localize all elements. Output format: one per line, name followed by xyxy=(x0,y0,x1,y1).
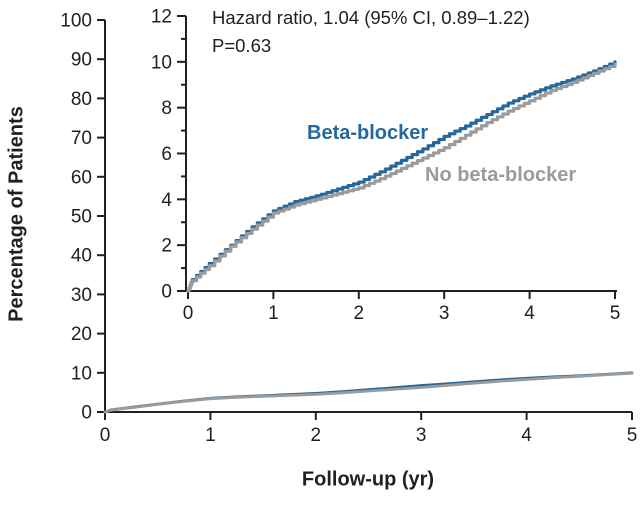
svg-text:0: 0 xyxy=(183,303,194,324)
svg-text:0: 0 xyxy=(161,282,172,303)
inset-x-axis: 0 1 2 3 4 5 xyxy=(183,290,621,324)
svg-text:10: 10 xyxy=(151,52,172,73)
legend-label-no-beta-blocker: No beta-blocker xyxy=(425,164,577,186)
svg-text:1: 1 xyxy=(268,303,279,324)
svg-text:5: 5 xyxy=(610,303,621,324)
svg-text:4: 4 xyxy=(521,425,532,446)
svg-text:8: 8 xyxy=(161,98,172,119)
inset-curve-no-beta-blocker xyxy=(186,62,617,293)
svg-text:0: 0 xyxy=(100,425,111,446)
svg-text:40: 40 xyxy=(71,246,92,267)
svg-text:10: 10 xyxy=(71,363,92,384)
svg-text:30: 30 xyxy=(71,285,92,306)
svg-text:100: 100 xyxy=(60,11,92,32)
svg-text:4: 4 xyxy=(161,190,172,211)
main-y-axis: 0 10 20 30 40 50 60 70 80 90 100 xyxy=(60,11,106,424)
main-x-axis: 0 1 2 3 4 5 xyxy=(100,411,638,446)
annotation-line-hazard-ratio: Hazard ratio, 1.04 (95% CI, 0.89–1.22) xyxy=(212,7,530,28)
legend-label-beta-blocker: Beta-blocker xyxy=(307,122,429,144)
svg-text:4: 4 xyxy=(524,303,535,324)
y-axis-title: Percentage of Patients xyxy=(5,106,28,322)
svg-text:5: 5 xyxy=(627,425,638,446)
svg-text:12: 12 xyxy=(151,7,172,28)
svg-text:2: 2 xyxy=(354,303,365,324)
svg-text:3: 3 xyxy=(416,425,427,446)
svg-text:3: 3 xyxy=(439,303,450,324)
svg-text:1: 1 xyxy=(205,425,216,446)
inset-y-axis: 0 2 4 6 8 10 12 xyxy=(151,7,187,303)
svg-text:90: 90 xyxy=(71,50,92,71)
svg-text:60: 60 xyxy=(71,167,92,188)
svg-text:50: 50 xyxy=(71,207,92,228)
main-curve-no-beta-blocker xyxy=(103,371,634,414)
svg-text:6: 6 xyxy=(161,144,172,165)
svg-text:20: 20 xyxy=(71,324,92,345)
svg-text:2: 2 xyxy=(161,236,172,257)
svg-text:2: 2 xyxy=(311,425,322,446)
annotation-line-p-value: P=0.63 xyxy=(212,35,272,56)
x-axis-title: Follow-up (yr) xyxy=(301,468,435,491)
svg-text:70: 70 xyxy=(71,128,92,149)
svg-text:0: 0 xyxy=(81,403,92,424)
hazard-ratio-annotation: Hazard ratio, 1.04 (95% CI, 0.89–1.22) P… xyxy=(212,4,530,60)
svg-text:80: 80 xyxy=(71,89,92,110)
inset-curve-beta-blocker xyxy=(186,60,617,293)
